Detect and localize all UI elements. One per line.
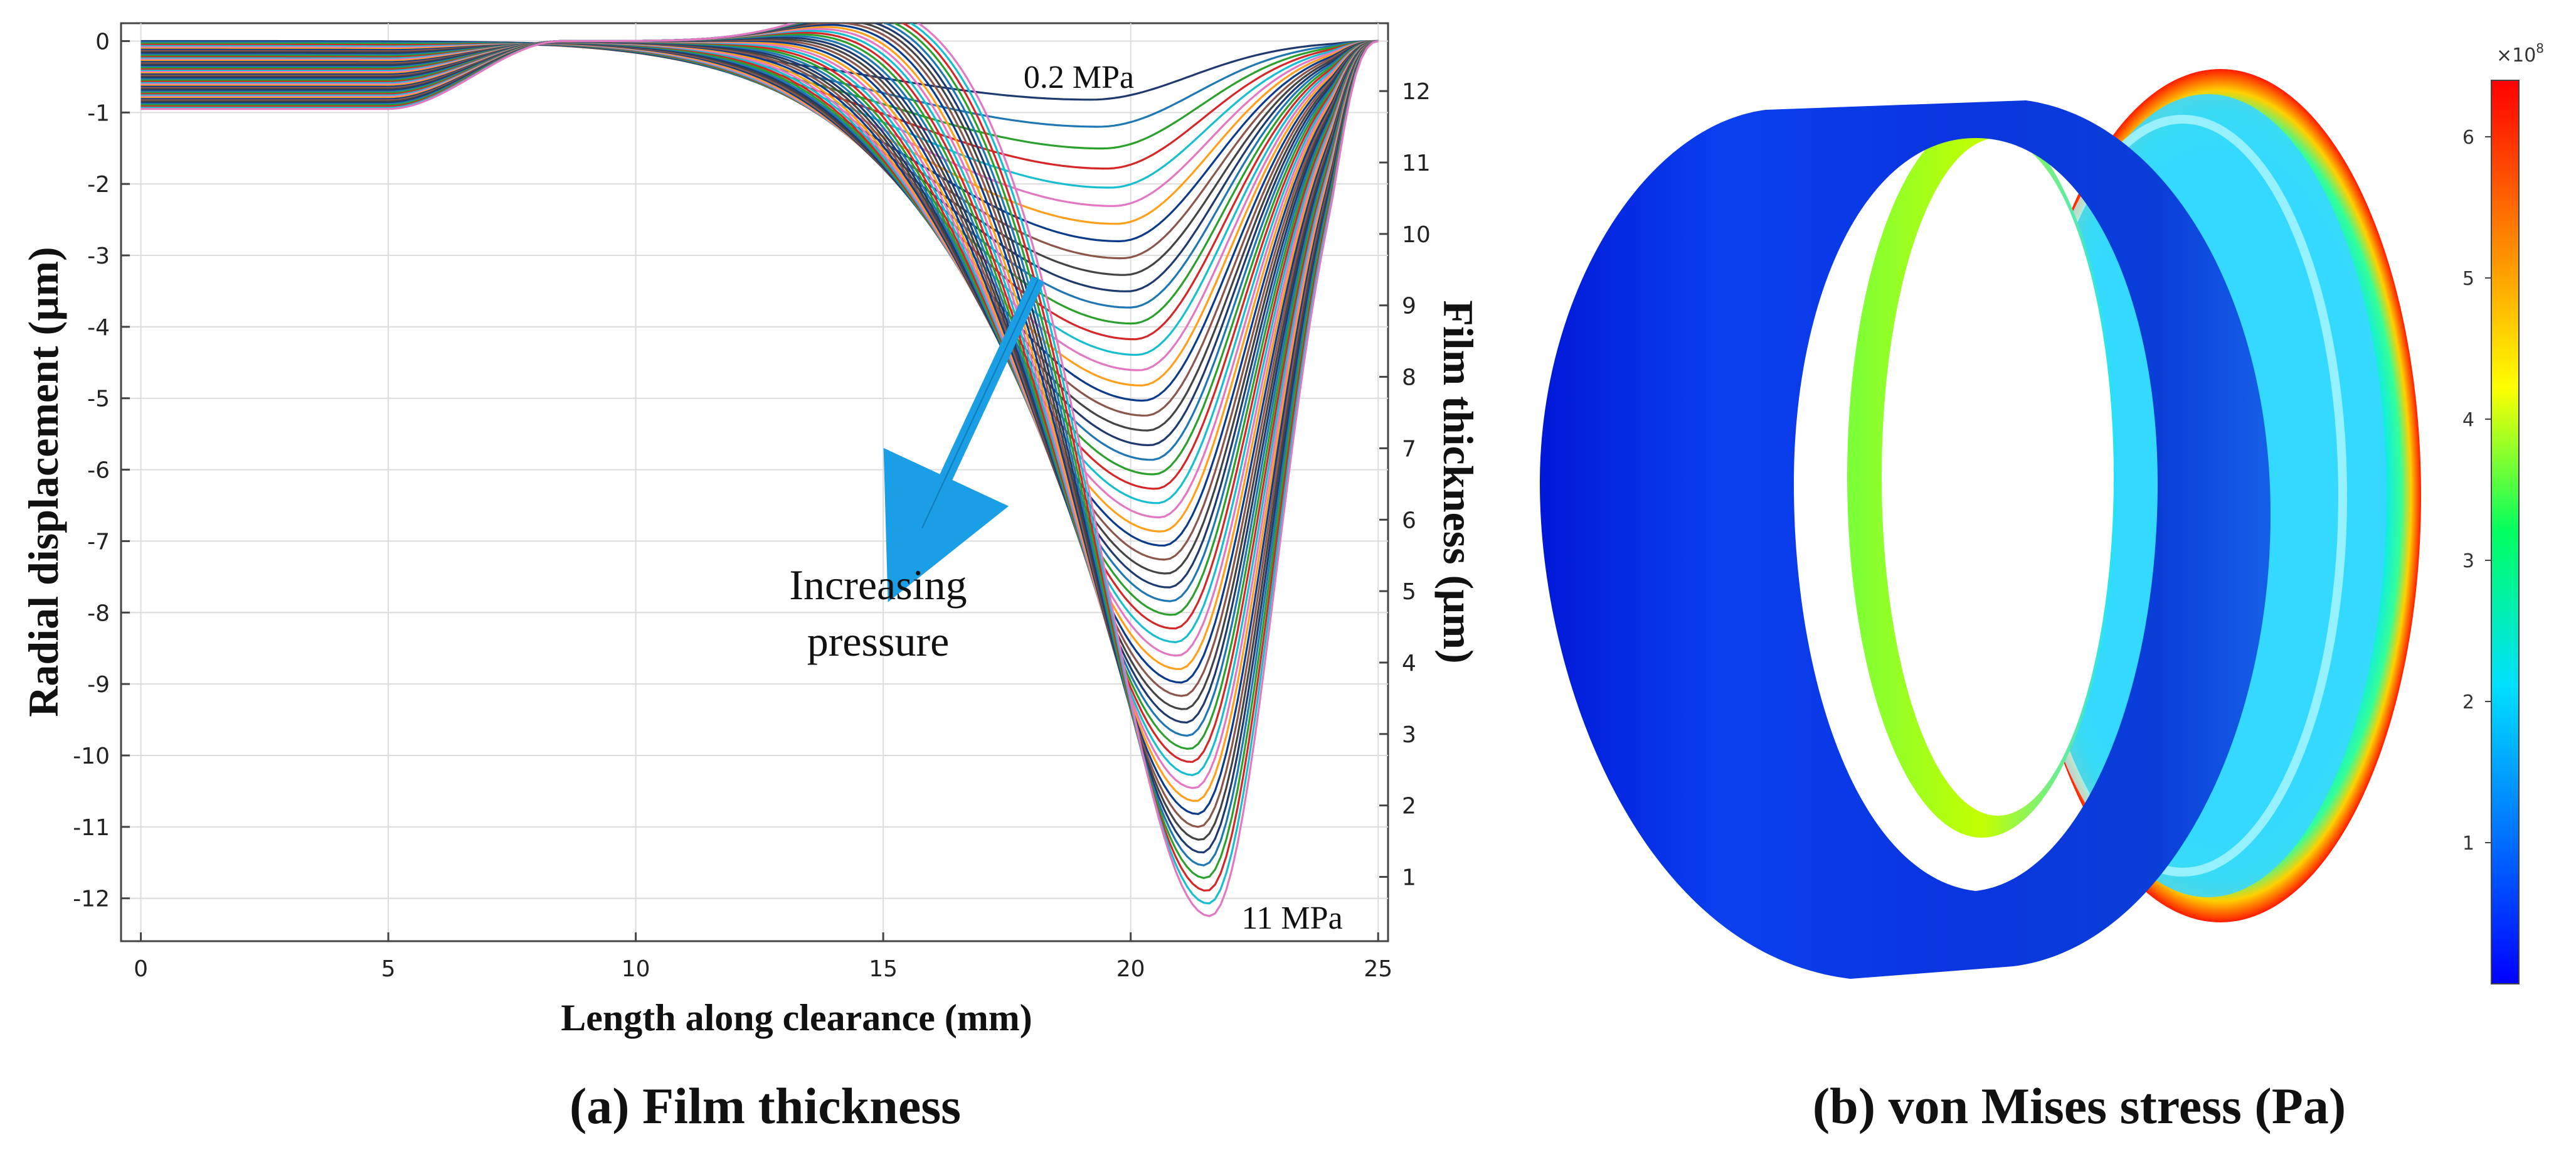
arrow-outline: [921, 279, 1039, 529]
y-axis-ticks: 0 -1 -2 -3 -4 -5 -6 -7 -8 -9 -10 -11 -12: [73, 29, 130, 912]
series-group: [140, 23, 1379, 917]
x-tick-label: 20: [1116, 956, 1145, 982]
caption-left: (a) Film thickness: [570, 1077, 961, 1134]
y-tick-label: -4: [87, 315, 110, 341]
y2-tick-label: 4: [1402, 651, 1416, 676]
arrow-label-line2: pressure: [807, 617, 950, 665]
x-axis-label: Length along clearance (mm): [561, 997, 1032, 1038]
series-line: [140, 40, 1379, 547]
y-tick-label: -8: [87, 600, 110, 626]
y2-tick-label: 11: [1402, 151, 1431, 176]
y-tick-label: 0: [95, 29, 110, 55]
series-line: [140, 40, 1379, 657]
series-line: [140, 40, 1379, 533]
grid-lines: [121, 23, 1388, 941]
y-tick-label: -3: [87, 243, 110, 269]
series-line: [140, 40, 1379, 447]
arrow-label-line1: Increasing: [789, 561, 967, 609]
y-tick-label: -12: [73, 887, 110, 912]
colorbar-ticks: 1 2 3 4 5 6: [2462, 127, 2491, 855]
colorbar-tick-label: 6: [2462, 127, 2474, 149]
x-axis-ticks: 0 5 10 15 20 25: [134, 932, 1392, 982]
y2-tick-label: 1: [1402, 865, 1416, 891]
high-pressure-label: 11 MPa: [1241, 900, 1342, 936]
series-line: [140, 40, 1379, 461]
y2-tick-label: 7: [1402, 436, 1416, 462]
y2-tick-label: 8: [1402, 365, 1416, 391]
series-line: [140, 40, 1379, 589]
bore-opening: [1882, 138, 2114, 816]
colorbar-tick-label: 2: [2462, 691, 2474, 713]
series-line: [140, 40, 1379, 402]
colorbar-tick-label: 1: [2462, 833, 2474, 855]
series-line: [140, 40, 1379, 490]
low-pressure-label: 0.2 MPa: [1024, 60, 1134, 95]
y2-tick-label: 10: [1402, 222, 1431, 248]
series-line: [140, 40, 1379, 432]
series-line: [140, 23, 1379, 917]
y-tick-label: -2: [87, 172, 110, 198]
x-tick-label: 15: [869, 956, 898, 982]
x-tick-label: 0: [134, 956, 148, 982]
y2-tick-label: 3: [1402, 722, 1416, 748]
y-axis-label: Radial displacement (µm): [19, 247, 67, 717]
y2-tick-label: 2: [1402, 794, 1416, 819]
film-thickness-chart: 0 5 10 15 20 25 0-1-2-3-4-5-6-7-8-9-10-11-12 …: [19, 22, 1482, 1038]
series-line: [140, 40, 1379, 417]
y2-tick-label: 9: [1402, 294, 1416, 319]
series-line: [140, 40, 1379, 616]
series-line: [140, 40, 1379, 644]
series-line: [140, 40, 1379, 630]
x-tick-label: 25: [1364, 956, 1392, 982]
series-line: [140, 40, 1379, 504]
x-tick-label: 10: [622, 956, 650, 982]
series-line: [140, 40, 1379, 371]
colorbar-exponent: ×108: [2496, 41, 2544, 67]
y-tick-label: -6: [87, 458, 110, 484]
y-tick-label: -1: [87, 100, 110, 126]
colorbar-tick-label: 4: [2462, 409, 2474, 431]
plot-area: [120, 22, 1389, 942]
y2-axis-label: Film thickness (µm): [1434, 300, 1482, 663]
series-line: [140, 40, 1379, 476]
y-tick-label: -5: [87, 387, 110, 412]
y-tick-label: -11: [73, 815, 110, 841]
series-line: [140, 40, 1379, 575]
series-line: [140, 38, 1379, 697]
y2-tick-label: 12: [1402, 79, 1431, 105]
cylinder-body: [1540, 100, 2271, 979]
series-line: [140, 37, 1379, 710]
series-line: [140, 40, 1379, 670]
caption-right: (b) von Mises stress (Pa): [1813, 1077, 2346, 1134]
series-line: [140, 40, 1379, 684]
y-tick-label: -7: [87, 529, 110, 555]
y-tick-label: -10: [73, 744, 110, 769]
series-line: [140, 40, 1379, 387]
y-tick-label: -9: [87, 672, 110, 698]
series-line: [140, 40, 1379, 561]
y2-tick-label: 5: [1402, 579, 1416, 605]
von-mises-render: 1 2 3 4 5 6 ×108: [1540, 41, 2544, 984]
colorbar-tick-label: 3: [2462, 550, 2474, 572]
colorbar-tick-label: 5: [2462, 268, 2474, 290]
series-line: [140, 40, 1379, 519]
y2-tick-label: 6: [1402, 508, 1416, 533]
x-tick-label: 5: [381, 956, 396, 982]
colorbar: [2491, 80, 2520, 984]
series-line: [140, 40, 1379, 602]
